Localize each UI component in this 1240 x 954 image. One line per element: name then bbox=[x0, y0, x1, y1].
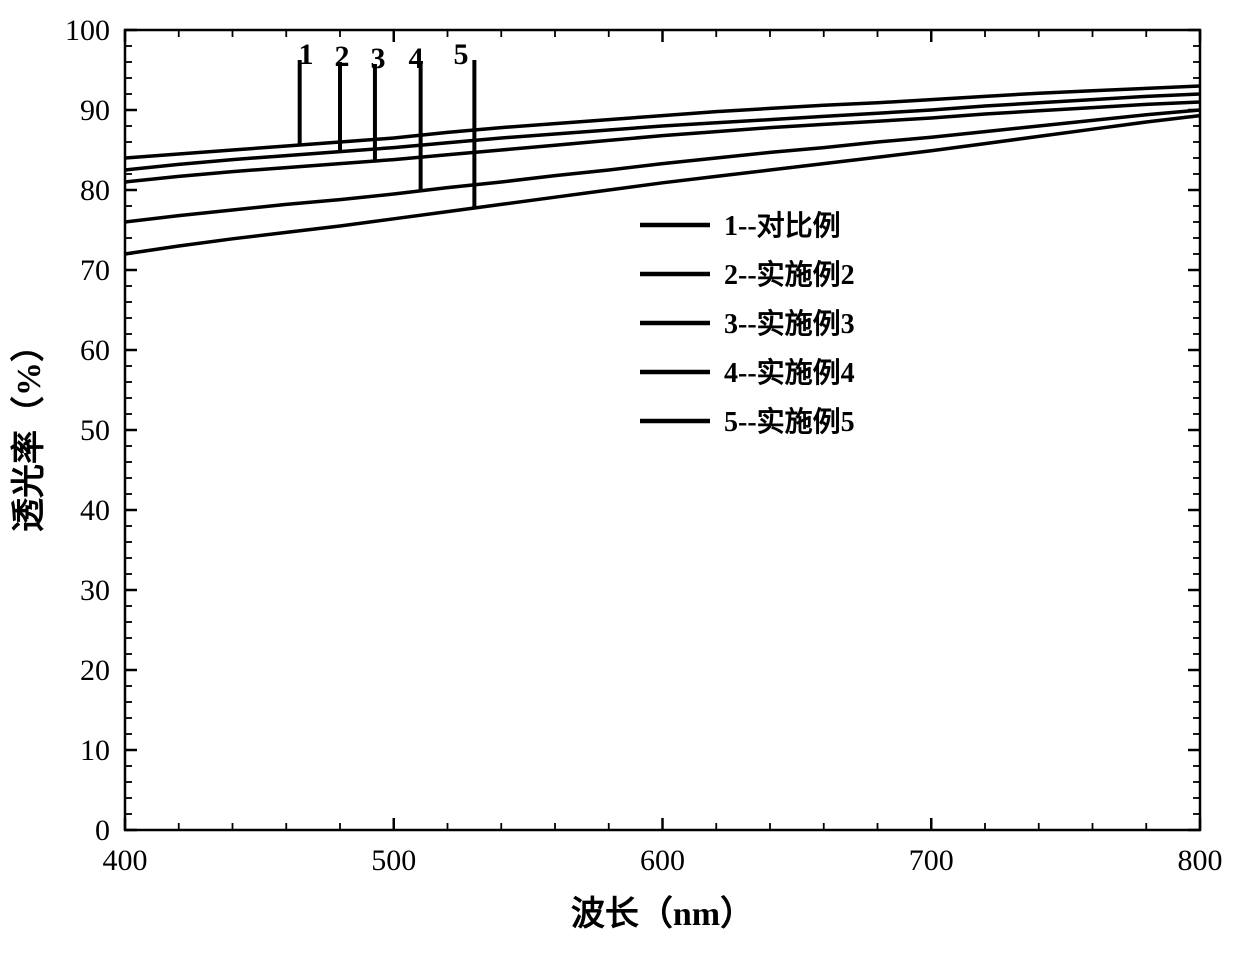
legend-label: 1--对比例 bbox=[724, 210, 841, 242]
y-axis-label: 透光率（%） bbox=[9, 328, 48, 532]
series-number-2: 2 bbox=[335, 40, 350, 73]
x-tick-label: 400 bbox=[103, 844, 148, 877]
series-number-5: 5 bbox=[454, 38, 469, 71]
plot-frame bbox=[125, 30, 1200, 830]
y-tick-label: 90 bbox=[80, 94, 110, 127]
legend-label: 4--实施例4 bbox=[724, 356, 855, 389]
x-tick-label: 600 bbox=[640, 844, 685, 877]
legend-label: 2--实施例2 bbox=[724, 258, 855, 291]
y-tick-label: 70 bbox=[80, 254, 110, 287]
y-tick-label: 60 bbox=[80, 334, 110, 367]
legend-label: 3--实施例3 bbox=[724, 307, 855, 340]
x-axis-label: 波长（nm） bbox=[571, 894, 754, 933]
y-tick-label: 80 bbox=[80, 174, 110, 207]
y-tick-label: 50 bbox=[80, 414, 110, 447]
x-tick-label: 800 bbox=[1178, 844, 1223, 877]
y-tick-label: 40 bbox=[80, 494, 110, 527]
legend-label: 5--实施例5 bbox=[724, 405, 855, 438]
y-tick-label: 10 bbox=[80, 734, 110, 767]
x-tick-label: 700 bbox=[909, 844, 954, 877]
chart-container: 4005006007008000102030405060708090100123… bbox=[0, 0, 1240, 954]
y-tick-label: 30 bbox=[80, 574, 110, 607]
series-line-2 bbox=[125, 94, 1200, 170]
series-number-4: 4 bbox=[409, 42, 424, 75]
y-tick-label: 20 bbox=[80, 654, 110, 687]
series-number-3: 3 bbox=[371, 42, 386, 75]
series-line-1 bbox=[125, 86, 1200, 158]
x-tick-label: 500 bbox=[371, 844, 416, 877]
y-tick-label: 0 bbox=[95, 814, 110, 847]
y-tick-label: 100 bbox=[65, 14, 110, 47]
transmittance-chart: 4005006007008000102030405060708090100123… bbox=[0, 0, 1240, 954]
series-number-1: 1 bbox=[299, 38, 314, 71]
